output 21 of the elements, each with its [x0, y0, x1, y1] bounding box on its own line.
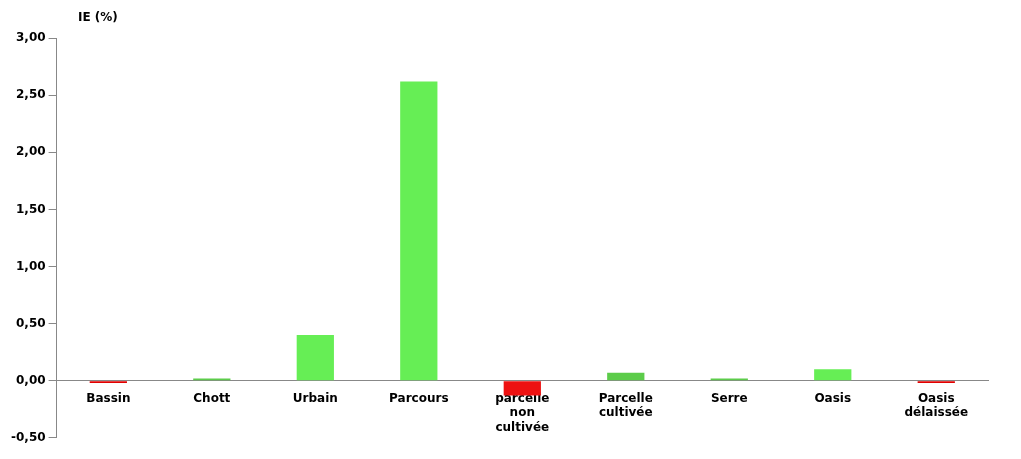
y-tick-label: 3,00 [15, 30, 46, 45]
y-tick-label: 1,50 [15, 201, 46, 216]
y-axis-title: IE (%) [78, 10, 118, 24]
bar [814, 369, 852, 381]
x-tick-label: Parcelle cultivée [598, 391, 653, 420]
x-tick-label: Oasis [814, 391, 852, 406]
y-tick-label: 2,00 [15, 144, 46, 159]
x-tick-label: Chott [193, 391, 231, 406]
bar [400, 81, 438, 381]
x-tick-label: Bassin [86, 391, 131, 406]
x-tick-label: Serre [710, 391, 748, 406]
x-tick-label: Parcours [389, 391, 449, 406]
bar [607, 372, 645, 381]
x-tick-label: Oasis délaissée [904, 391, 969, 420]
y-tick-label: 0,00 [15, 372, 46, 387]
y-tick-label: 0,50 [15, 315, 46, 330]
bar [296, 335, 334, 381]
y-tick-label: 1,00 [15, 258, 46, 273]
x-tick-label: Urbain [292, 391, 338, 406]
y-tick-label: -0,50 [10, 429, 46, 444]
y-tick-label: 2,50 [15, 87, 46, 102]
